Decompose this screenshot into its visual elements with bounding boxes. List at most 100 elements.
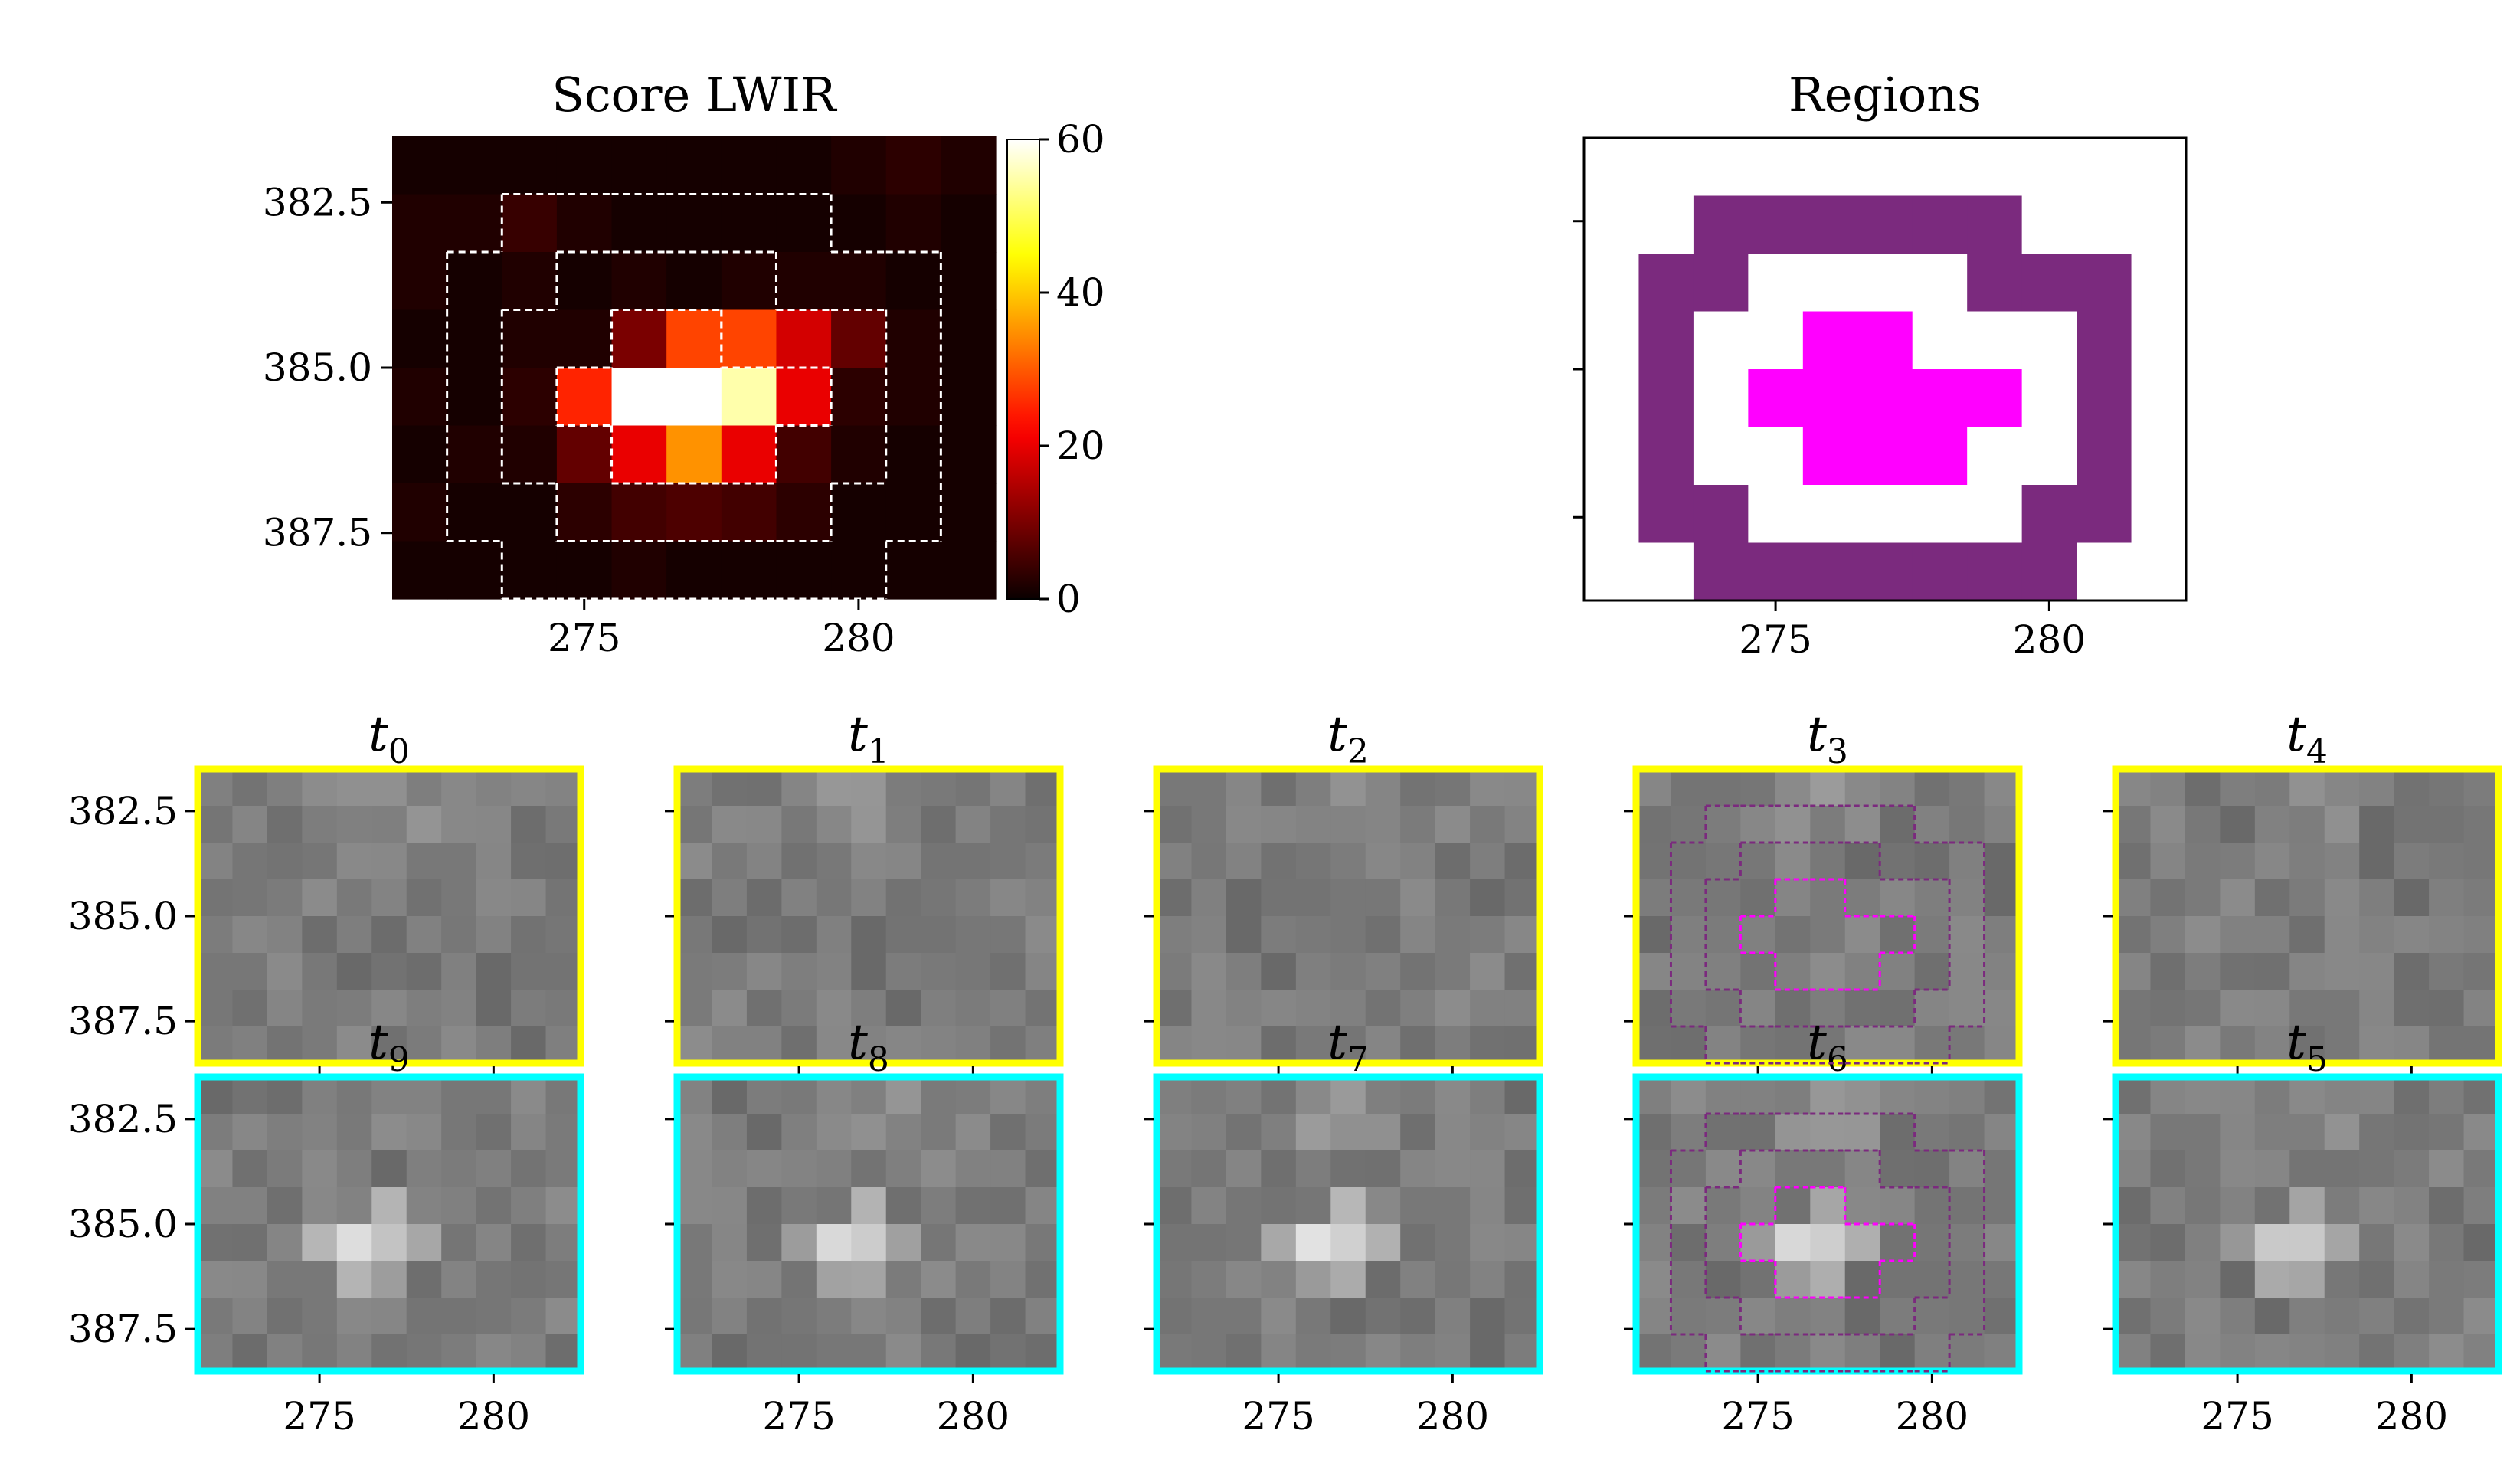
frame-cell (746, 1334, 782, 1372)
frame-cell (1949, 769, 1985, 807)
frame-cell (1226, 1298, 1262, 1335)
frame-cell (1330, 879, 1366, 917)
frame-cell (1025, 1114, 1061, 1151)
frame-cell (198, 1224, 234, 1262)
score-cell (556, 194, 613, 253)
frame-cell (1191, 1261, 1227, 1298)
frame-cell (302, 1298, 338, 1335)
frame-cell (198, 769, 234, 807)
frame-cell (1261, 769, 1297, 807)
region-cell (1857, 542, 1913, 601)
frame-cell (232, 879, 268, 917)
frame-cell (1226, 1224, 1262, 1262)
frame-cell (816, 1187, 852, 1225)
frame-cell (1330, 1261, 1366, 1298)
frame-cell (2289, 1224, 2325, 1262)
frame-cell (441, 843, 477, 880)
frame-cell (1636, 1224, 1672, 1262)
frame-cell (1984, 806, 2020, 843)
frame-cell (371, 916, 407, 954)
frame-cell (1810, 1298, 1846, 1335)
frame-cell (1914, 1298, 1950, 1335)
frame-cell (2429, 1077, 2465, 1114)
frame-cell (406, 1334, 442, 1372)
frame-cell (336, 1261, 372, 1298)
frame-cell (2463, 953, 2499, 990)
frame-cell (1191, 769, 1227, 807)
frame-cell (1880, 1334, 1916, 1372)
frame-title: t3 (1807, 706, 1848, 771)
frame-x-tick-label: 275 (2201, 1394, 2273, 1438)
frame-title-subscript: 5 (2306, 1040, 2328, 1079)
frame-cell (511, 916, 547, 954)
frame-cell (1330, 1114, 1366, 1151)
frame-cell (1157, 1187, 1193, 1225)
frame-cell (371, 990, 407, 1027)
frame-cell (1636, 1150, 1672, 1188)
frame-cell (1740, 1187, 1776, 1225)
frame-cell (1914, 916, 1950, 954)
frame-cell (2359, 1261, 2395, 1298)
score-cell (776, 483, 832, 542)
frame-cell (746, 990, 782, 1027)
frame-cell (1740, 1077, 1776, 1114)
score-cell (447, 309, 502, 368)
frame-cell (545, 1026, 581, 1064)
frame-cell (885, 1224, 921, 1262)
score-cell (941, 425, 997, 484)
frame-cell (2220, 1150, 2256, 1188)
frame-cell (2463, 1187, 2499, 1225)
frame-cell (336, 1187, 372, 1225)
frame-cell (1844, 1114, 1880, 1151)
frame-cell (302, 1114, 338, 1151)
frame-cell (2359, 1077, 2395, 1114)
region-cell (2077, 254, 2132, 313)
frame-cell (2254, 1077, 2290, 1114)
frame-cell (1949, 953, 1985, 990)
frame-cell (955, 916, 991, 954)
frame-cell (1504, 843, 1540, 880)
frame-cell (2289, 1334, 2325, 1372)
frame-cell (746, 806, 782, 843)
frame-cell (1504, 1224, 1540, 1262)
frame-cell (1810, 1261, 1846, 1298)
frame-title-subscript: 8 (868, 1040, 889, 1079)
frame-title: t2 (1327, 706, 1369, 771)
frame-cell (2220, 843, 2256, 880)
frame-cell (2150, 953, 2186, 990)
frame-cell (1470, 843, 1506, 880)
frame-cell (476, 1114, 512, 1151)
score-cell (447, 252, 502, 311)
frame-cell (1740, 843, 1776, 880)
frame-cell (2324, 990, 2360, 1027)
frame-cell (1191, 1187, 1227, 1225)
frame-cell (198, 1298, 234, 1335)
frame-cell (1671, 1077, 1707, 1114)
frame-cell (2429, 769, 2465, 807)
frame-cell (1400, 1026, 1436, 1064)
frame-cell (677, 1334, 713, 1372)
frame-cell (1671, 1334, 1707, 1372)
frame-cell (1226, 843, 1262, 880)
frame-cell (232, 1187, 268, 1225)
frame-cell (336, 1150, 372, 1188)
frame-cell (2185, 1334, 2221, 1372)
frame-cell (990, 1114, 1026, 1151)
frame-x-tick-label: 280 (1896, 1394, 1969, 1438)
frame-cell (1775, 806, 1811, 843)
region-cell (1584, 542, 1640, 601)
frame-cell (2463, 1334, 2499, 1372)
frame-border (1632, 765, 2023, 1067)
region-cell (1857, 138, 1913, 197)
frame-cell (1400, 953, 1436, 990)
region-cell (2077, 369, 2132, 428)
frame-cell (955, 1224, 991, 1262)
frame-border (2112, 1073, 2502, 1375)
region-cell (1967, 369, 2023, 428)
frame-cell (1671, 806, 1707, 843)
frame-cell (2254, 769, 2290, 807)
frame-cell (1880, 1261, 1916, 1298)
frame-cell (2429, 1114, 2465, 1151)
frame-cell (441, 1298, 477, 1335)
